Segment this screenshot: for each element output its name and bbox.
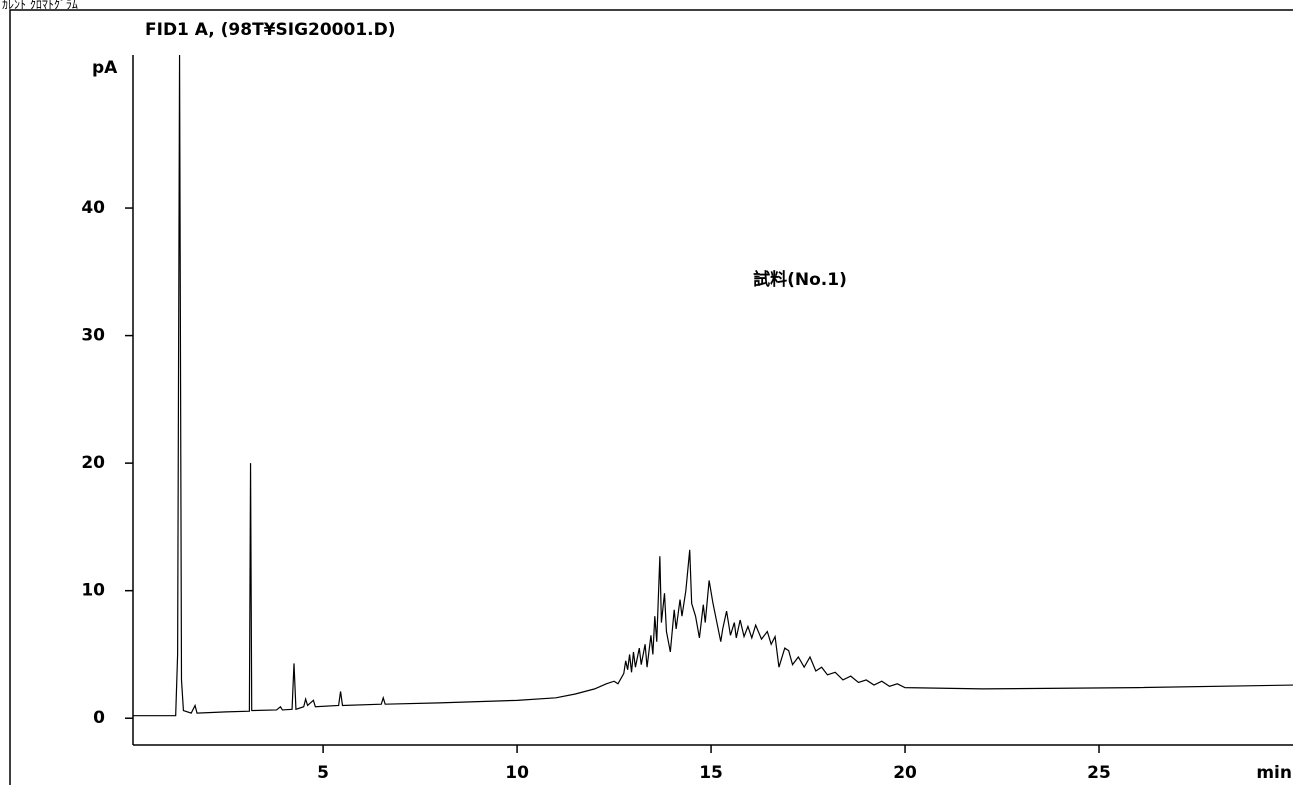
x-tick-label: 20 (893, 763, 917, 783)
y-tick-label: 40 (81, 198, 105, 218)
x-tick-label: 5 (317, 763, 329, 783)
x-tick-label: 10 (505, 763, 529, 783)
frame (9, 9, 1293, 785)
window-title: ｶﾚﾝﾄ ｸﾛﾏﾄｸﾞﾗﾑ (2, 0, 78, 12)
annotation: 試料(No.1) (753, 269, 847, 290)
x-tick-label: 25 (1087, 763, 1111, 783)
chromatogram-line (133, 55, 1293, 717)
y-tick-label: 10 (81, 581, 105, 601)
y-axis-label: pA (92, 58, 118, 78)
x-tick-label: 15 (699, 763, 723, 783)
y-tick-label: 0 (93, 708, 105, 728)
x-axis-label: min (1256, 763, 1292, 783)
y-tick-label: 20 (81, 453, 105, 473)
y-tick-label: 30 (81, 326, 105, 346)
chart-title: FID1 A, (98T¥SIG20001.D) (145, 20, 396, 40)
